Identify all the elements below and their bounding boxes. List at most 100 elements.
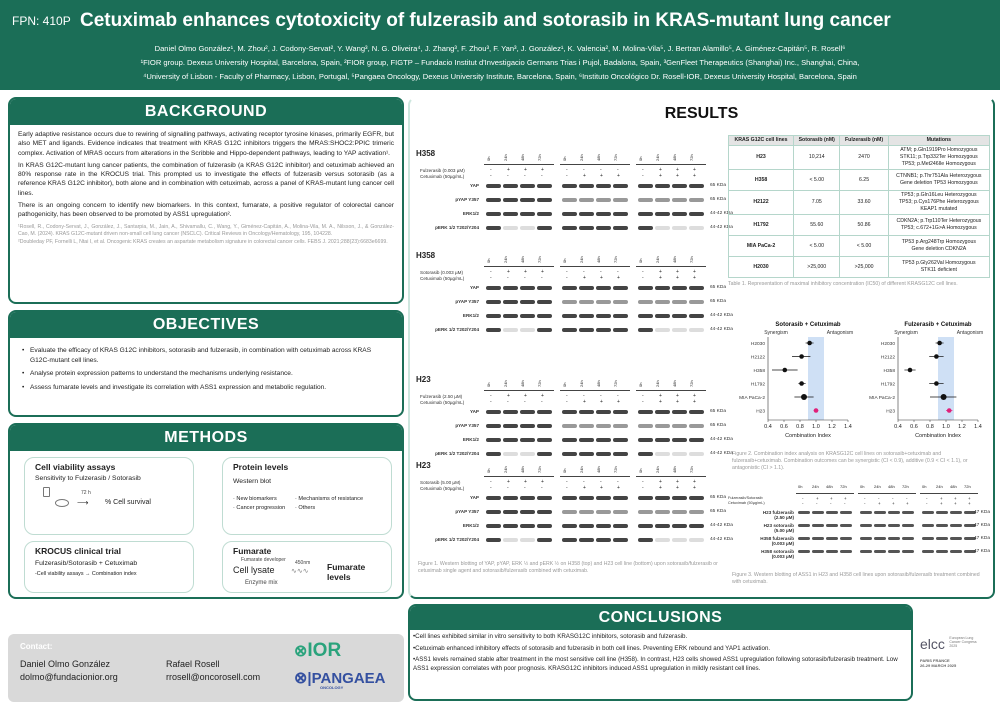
blot-band — [689, 226, 704, 230]
affiliations: ¹FIOR group. Dexeus University Hospital,… — [140, 58, 860, 67]
protein-label: ERK1/2 — [462, 523, 479, 528]
treatment-sign: + — [844, 496, 847, 501]
x-tick-label: 1.0 — [942, 424, 950, 430]
blot-band — [562, 496, 577, 500]
timepoint-label: 0h — [486, 258, 491, 263]
blot-band — [579, 438, 594, 442]
kda-label: 65 KDa — [710, 509, 726, 514]
kda-label: 65 KDa — [710, 299, 726, 304]
blot-band — [902, 550, 914, 553]
treatment-sign: + — [676, 393, 679, 399]
blot-band — [613, 184, 628, 188]
blot-band — [888, 511, 900, 514]
blot-band — [888, 524, 900, 527]
treatment-sign: - — [642, 173, 644, 179]
timepoint-label: 48h — [596, 256, 601, 263]
region-label: Synergism — [764, 330, 788, 336]
blot-panel: H23 0h - -24h + -48h + -72h + -0h - -24h - +48h - +72h -… — [414, 375, 733, 471]
blot-band — [613, 496, 628, 500]
blot-band — [579, 424, 594, 428]
table-cell: H358 — [727, 169, 795, 191]
timepoint-label: 72h — [689, 154, 694, 161]
protein-label: pERK 1/2 T202/Y204 — [435, 327, 479, 332]
blot-band — [638, 410, 653, 414]
table-row: H23 10,214 2470 ATM; p.Gln1919Pro Homozygou… — [727, 145, 991, 170]
treatment-sign: + — [659, 479, 662, 485]
timepoint-label: 48h — [888, 484, 895, 489]
contact-email[interactable]: dolmo@fundacionior.org — [20, 672, 118, 682]
protein-label: pYAP Y357 — [455, 509, 479, 514]
pangaea-logo: ⊗|PANGAEA ONCOLOGY — [294, 670, 386, 690]
authors: Daniel Olmo González¹, M. Zhou², J. Codo… — [154, 44, 846, 53]
ass1-row-label: H23 fulzerasib (2.50 µM) — [762, 510, 794, 520]
section-title: METHODS — [10, 425, 402, 451]
blot-cell-line: H23 — [416, 461, 431, 470]
blot-band — [655, 198, 670, 202]
flow-from: -Cell viability assays — [35, 571, 84, 577]
blot-band — [812, 550, 824, 553]
blot-band — [672, 510, 687, 514]
figure2-caption: Figure 2. Combination index analysis on … — [732, 451, 968, 471]
vial-icon — [43, 487, 50, 497]
treatment-label: Sotorasib (5.00 µM) — [420, 480, 461, 485]
table-cell: TP53; p.Gln16Leu Heterozygous TP53; p.Cy… — [887, 190, 991, 215]
table-row: MIA PaCa-2 < 5.00 < 5.00 TP53 p.Arg248Trp H… — [727, 235, 991, 257]
treatment-sign: + — [676, 399, 679, 405]
protein-label: YAP — [469, 183, 479, 188]
blot-band — [579, 538, 594, 542]
poster-header: FPN: 410P Cetuximab enhances cytotoxicit… — [0, 0, 1000, 90]
kda-label: 44-42 KDa — [710, 537, 733, 542]
treatment-sign: + — [507, 269, 510, 275]
chart-title: Sotorasib + Cetuximab — [775, 322, 841, 328]
blot-band — [638, 226, 653, 230]
group-divider — [484, 476, 554, 477]
y-tick-label: H358 — [884, 368, 896, 374]
blot-band — [537, 286, 552, 290]
group-divider — [858, 493, 916, 494]
congress-place: PARIS FRANCE — [920, 658, 950, 663]
table-header: Mutations — [887, 135, 991, 146]
blot-panel: H358 0h - -24h + -48h + -72h + -0h - -24h - +48h - +72h… — [414, 251, 733, 347]
blot-band — [638, 198, 653, 202]
section-title: OBJECTIVES — [10, 312, 402, 338]
timepoint-label: 24h — [579, 466, 584, 473]
protein-label: pERK 1/2 T202/Y204 — [435, 225, 479, 230]
treatment-sign: + — [659, 167, 662, 173]
treatment-sign: - — [490, 173, 492, 179]
treatment-sign: - — [524, 485, 526, 491]
treatment-sign: - — [642, 269, 644, 275]
treatment-sign: - — [642, 393, 644, 399]
treatment-sign: - — [566, 479, 568, 485]
group-divider — [560, 390, 630, 391]
table-cell: 6.25 — [839, 169, 889, 191]
treatment-sign: + — [617, 173, 620, 179]
item: · Mechanisms of resistance — [295, 496, 364, 502]
treatment-sign: - — [507, 485, 509, 491]
treatment-sign: + — [676, 167, 679, 173]
data-point-H2030 — [937, 340, 942, 346]
treatment-sign: - — [490, 399, 492, 405]
timepoint-label: 48h — [672, 466, 677, 473]
treatment-sign: - — [802, 496, 804, 501]
x-tick-label: 1.2 — [828, 424, 836, 430]
group-divider — [636, 476, 706, 477]
blot-band — [537, 328, 552, 332]
x-tick-label: 1.4 — [844, 424, 852, 430]
kda-label: 44-42 KDa — [710, 327, 733, 332]
forest-plot-fulzerasib: Fulzerasib + Cetuximab Synergism Antagonis… — [869, 322, 983, 439]
blot-band — [689, 184, 704, 188]
contact-email[interactable]: rrosell@oncorosell.com — [166, 672, 261, 682]
blot-band — [613, 410, 628, 414]
reference: ²Doubleday PF, Fornelli L, Ntai I, et al… — [18, 238, 388, 245]
blot-band — [689, 198, 704, 202]
blot-band — [503, 300, 518, 304]
blot-band — [503, 184, 518, 188]
y-tick-label: H23 — [886, 409, 895, 415]
blot-band — [596, 198, 611, 202]
table-header: KRAS G12C cell lines — [727, 135, 795, 146]
data-point-H23 — [946, 408, 952, 413]
treatment-sign: + — [659, 393, 662, 399]
blot-band — [672, 314, 687, 318]
table-cell: 10,214 — [793, 145, 841, 170]
blot-band — [888, 537, 900, 540]
